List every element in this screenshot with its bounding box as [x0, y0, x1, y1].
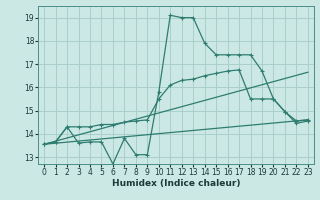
X-axis label: Humidex (Indice chaleur): Humidex (Indice chaleur) — [112, 179, 240, 188]
